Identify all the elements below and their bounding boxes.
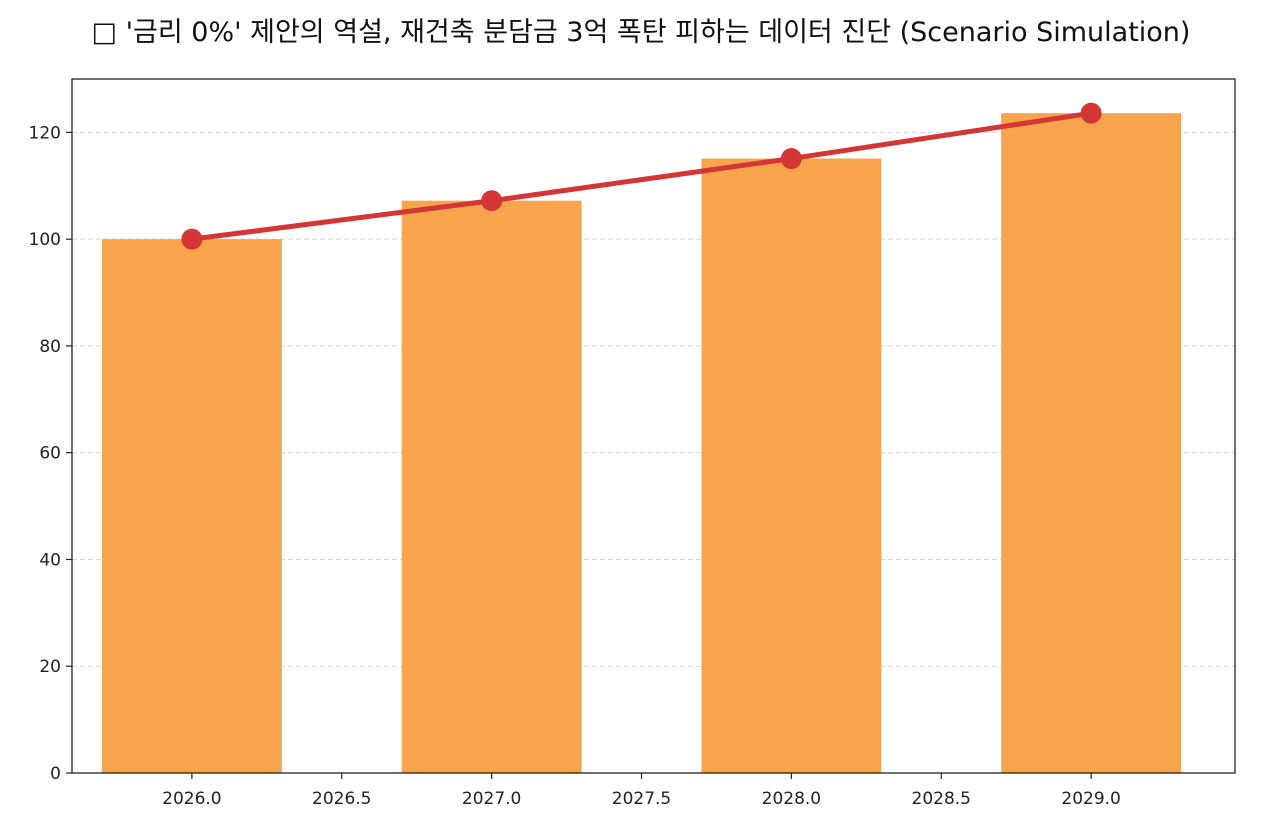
bar-2029 [1001,113,1182,774]
marker-2028 [780,148,802,170]
marker-2029 [1080,102,1102,124]
y-tick-label-2: 40 [39,550,61,570]
marker-2027 [481,190,503,212]
y-tick-label-5: 100 [29,230,61,250]
markers-layer [181,102,1102,250]
chart-title: □ '금리 0%' 제안의 역설, 재건축 분담금 3억 폭탄 피하는 데이터 … [91,17,1191,48]
y-tick-label-0: 0 [50,764,61,784]
x-axis: 2026.0 2026.5 2027.0 2027.5 2028.0 2028.5 2029… [162,773,1121,809]
x-tick-label-5: 2028.5 [912,789,971,809]
bar-2027 [401,200,582,773]
x-tick-label-4: 2028.0 [762,789,821,809]
y-tick-label-4: 80 [39,337,61,357]
plot-frame [71,78,1236,774]
line-layer [189,110,1094,242]
x-tick-label-0: 2026.0 [162,789,221,809]
y-tick-label-6: 120 [29,123,61,143]
bar-2026 [101,239,282,774]
y-tick-label-1: 20 [39,657,61,677]
bars-layer [101,113,1182,774]
bar-2028 [701,158,882,773]
x-tick-label-2: 2027.0 [462,789,521,809]
x-tick-label-1: 2026.5 [312,789,371,809]
x-tick-label-6: 2029.0 [1061,789,1120,809]
marker-2026 [181,228,203,250]
trend-line [189,110,1094,242]
x-tick-label-3: 2027.5 [612,789,671,809]
y-axis: 0 20 40 60 80 100 120 [29,123,72,784]
y-tick-label-3: 60 [39,444,61,464]
